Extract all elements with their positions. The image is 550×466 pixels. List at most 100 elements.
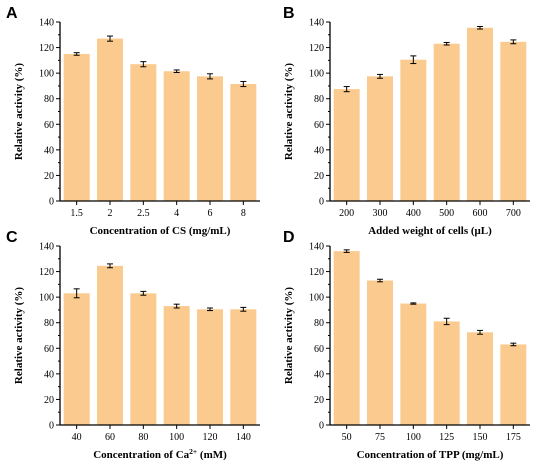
y-axis-title: Relative activity (%) [283, 63, 295, 160]
bar [197, 309, 223, 425]
bar [433, 321, 460, 425]
panel-letter: B [283, 5, 295, 22]
error-bar [207, 307, 213, 312]
bar [97, 38, 123, 201]
bar [333, 89, 360, 201]
bar [230, 309, 257, 425]
y-tick-label: 40 [44, 369, 54, 380]
x-tick-label: 125 [439, 432, 454, 443]
chart-panel-c: C 0 20 40 60 80 100 120 140 40 60 80 100 120 140 Concen… [6, 229, 260, 461]
y-tick-label: 40 [44, 145, 54, 156]
y-axis-title: Relative activity (%) [283, 287, 295, 384]
y-tick-label: 140 [309, 242, 324, 253]
y-tick-label: 60 [314, 344, 324, 355]
error-bar [173, 69, 180, 74]
x-tick-label: 140 [236, 432, 251, 443]
x-tick-label: 80 [138, 432, 148, 443]
error-bar [140, 290, 147, 296]
y-tick-label: 100 [309, 293, 324, 304]
x-tick-label: 120 [203, 432, 218, 443]
bar [230, 84, 257, 201]
chart-panel-a: A 0 20 40 60 80 100 120 140 1.5 2 2.5 4 6 8 Concentrati… [6, 5, 260, 237]
error-bar [510, 39, 517, 45]
error-bar [377, 278, 383, 283]
x-tick-label: 300 [373, 208, 388, 219]
y-tick-label: 100 [309, 69, 324, 80]
y-tick-label: 60 [44, 120, 54, 131]
error-bar [443, 41, 450, 46]
y-tick-label: 120 [39, 267, 54, 278]
error-bar [240, 306, 247, 312]
x-tick-label: 2.5 [137, 208, 150, 219]
chart-panel-d: D 0 20 40 60 80 100 120 140 50 75 100 125 150 175Conce… [283, 229, 530, 461]
error-bar [73, 52, 80, 56]
bar [197, 76, 223, 201]
x-tick-label: 500 [439, 208, 454, 219]
x-tick-label: 6 [208, 208, 213, 219]
y-tick-label: 60 [314, 120, 324, 131]
y-tick-label: 120 [39, 43, 54, 54]
chart-panel-b: B 0 20 40 60 80 100 120 140 200 300 400 500 600 700 Add… [283, 5, 530, 237]
y-tick-label: 0 [49, 197, 54, 208]
x-tick-label: 2 [108, 208, 113, 219]
x-tick-label: 200 [339, 208, 354, 219]
y-tick-label: 20 [314, 395, 324, 406]
x-tick-label: 100 [406, 432, 421, 443]
error-bar [140, 61, 147, 68]
error-bar [410, 55, 417, 65]
x-tick-label: 1.5 [70, 208, 83, 219]
y-tick-label: 0 [319, 421, 324, 432]
y-tick-label: 20 [44, 395, 54, 406]
bar [500, 344, 527, 425]
bar [367, 280, 393, 425]
x-tick-label: 8 [241, 208, 246, 219]
bar [163, 71, 190, 201]
y-tick-label: 100 [39, 69, 54, 80]
x-axis-title: Concentration of CS (mg/mL) [90, 225, 231, 237]
bar [467, 332, 493, 425]
error-bar [73, 288, 80, 299]
x-axis-title: Concentration of Ca2+ (mM) [93, 447, 227, 462]
error-bar [107, 263, 113, 269]
error-bar [477, 329, 483, 335]
x-tick-label: 700 [506, 208, 521, 219]
error-bar [107, 35, 113, 42]
y-tick-label: 40 [314, 145, 324, 156]
error-bar [510, 342, 517, 347]
error-bar [343, 86, 350, 93]
x-tick-label: 400 [406, 208, 421, 219]
y-tick-label: 0 [49, 421, 54, 432]
y-tick-label: 80 [44, 94, 54, 105]
bar [130, 64, 157, 201]
y-tick-label: 140 [309, 18, 324, 29]
error-bar [443, 317, 450, 326]
bar [97, 265, 123, 425]
y-tick-label: 80 [44, 318, 54, 329]
panel-letter: C [6, 229, 18, 246]
bar [63, 53, 90, 201]
bar [400, 303, 427, 425]
y-tick-label: 20 [44, 171, 54, 182]
bar [500, 41, 527, 201]
y-axis-title: Relative activity (%) [13, 63, 25, 160]
y-tick-label: 0 [319, 197, 324, 208]
x-tick-label: 150 [473, 432, 488, 443]
panel-letter: D [283, 229, 295, 246]
error-bar [477, 25, 483, 30]
y-tick-label: 140 [39, 242, 54, 253]
y-axis-title: Relative activity (%) [13, 287, 25, 384]
x-tick-label: 75 [375, 432, 385, 443]
x-tick-label: 40 [72, 432, 82, 443]
x-tick-label: 4 [174, 208, 179, 219]
error-bar [343, 249, 350, 253]
y-tick-label: 20 [314, 171, 324, 182]
bar [163, 306, 190, 425]
error-bar [410, 302, 417, 305]
x-tick-label: 100 [169, 432, 184, 443]
bar [333, 251, 360, 425]
x-axis-title: Concentration of TPP (mg/mL) [357, 449, 504, 461]
bar [63, 293, 90, 425]
error-bar [377, 73, 383, 79]
bar [130, 293, 157, 425]
